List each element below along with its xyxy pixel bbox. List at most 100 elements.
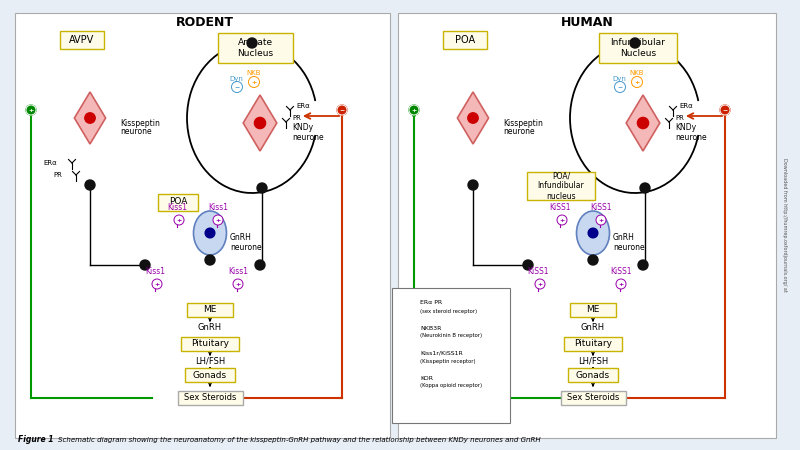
FancyBboxPatch shape: [218, 33, 293, 63]
Text: Pituitary: Pituitary: [574, 339, 612, 348]
Circle shape: [720, 105, 730, 115]
Text: Downloaded from http://humrep.oxfordjournals.org/ at: Downloaded from http://humrep.oxfordjour…: [782, 158, 786, 292]
Circle shape: [213, 215, 223, 225]
Text: neurone: neurone: [292, 132, 324, 141]
Circle shape: [337, 105, 347, 115]
Circle shape: [140, 260, 150, 270]
Circle shape: [409, 105, 419, 115]
Circle shape: [254, 117, 266, 129]
Text: Kiss1r/KiSS1R: Kiss1r/KiSS1R: [420, 351, 462, 356]
FancyBboxPatch shape: [10, 8, 780, 438]
FancyBboxPatch shape: [181, 337, 239, 351]
Text: +: +: [235, 282, 241, 287]
FancyBboxPatch shape: [392, 288, 510, 423]
Text: POA: POA: [455, 35, 475, 45]
Text: ERα: ERα: [296, 103, 310, 109]
Text: Kiss1: Kiss1: [228, 267, 248, 276]
Ellipse shape: [194, 211, 226, 255]
FancyBboxPatch shape: [599, 33, 677, 63]
FancyBboxPatch shape: [443, 31, 487, 49]
FancyBboxPatch shape: [564, 337, 622, 351]
Circle shape: [255, 260, 265, 270]
Circle shape: [152, 279, 162, 289]
Circle shape: [85, 113, 95, 123]
Text: KiSS1: KiSS1: [610, 267, 632, 276]
Text: AVPV: AVPV: [70, 35, 94, 45]
Circle shape: [85, 180, 95, 190]
Text: KiSS1: KiSS1: [550, 203, 570, 212]
Polygon shape: [74, 92, 106, 144]
Text: Sex Steroids: Sex Steroids: [184, 393, 236, 402]
Text: Infundibular
Nucleus: Infundibular Nucleus: [610, 38, 666, 58]
Circle shape: [174, 215, 184, 225]
FancyBboxPatch shape: [568, 368, 618, 382]
Circle shape: [231, 81, 242, 93]
Text: +: +: [559, 217, 565, 222]
Circle shape: [26, 105, 36, 115]
Text: PR: PR: [53, 172, 62, 178]
Text: +: +: [634, 80, 640, 85]
Circle shape: [596, 215, 606, 225]
Text: +: +: [28, 108, 34, 112]
Circle shape: [337, 105, 347, 115]
Text: Arcuate
Nucleus: Arcuate Nucleus: [237, 38, 273, 58]
Circle shape: [588, 255, 598, 265]
Text: +: +: [215, 217, 221, 222]
Text: −: −: [234, 85, 240, 90]
Text: (Koppa opioid receptor): (Koppa opioid receptor): [420, 383, 482, 388]
Text: Kiss1: Kiss1: [167, 203, 187, 212]
Text: Gonads: Gonads: [193, 370, 227, 379]
Text: PR: PR: [292, 115, 301, 121]
Circle shape: [535, 279, 545, 289]
Text: KiSS1: KiSS1: [527, 267, 549, 276]
Text: POA: POA: [169, 198, 187, 207]
Text: −: −: [339, 108, 345, 112]
FancyBboxPatch shape: [187, 303, 233, 317]
Circle shape: [720, 105, 730, 115]
Text: +: +: [598, 217, 604, 222]
Text: LH/FSH: LH/FSH: [578, 356, 608, 365]
FancyBboxPatch shape: [185, 368, 235, 382]
FancyBboxPatch shape: [15, 13, 390, 438]
Text: +: +: [251, 80, 257, 85]
Circle shape: [468, 113, 478, 123]
Text: Kisspeptin: Kisspeptin: [120, 118, 160, 127]
Text: Kisspeptin: Kisspeptin: [503, 118, 543, 127]
Text: PR: PR: [675, 115, 684, 121]
Circle shape: [233, 279, 243, 289]
Text: ME: ME: [586, 306, 600, 315]
FancyBboxPatch shape: [178, 391, 242, 405]
Text: ERα: ERα: [679, 103, 693, 109]
Text: ERα: ERα: [43, 160, 57, 166]
Text: KNDy: KNDy: [675, 123, 696, 132]
Polygon shape: [458, 92, 489, 144]
Text: Dyn: Dyn: [612, 76, 626, 82]
Text: ME: ME: [203, 306, 217, 315]
Circle shape: [638, 260, 648, 270]
Circle shape: [614, 81, 626, 93]
Text: (Neurokinin B receptor): (Neurokinin B receptor): [420, 333, 482, 338]
Circle shape: [249, 76, 259, 87]
Text: +: +: [154, 282, 160, 287]
Text: +: +: [411, 108, 417, 112]
Text: NKB: NKB: [246, 70, 262, 76]
Text: neurone: neurone: [120, 127, 152, 136]
FancyBboxPatch shape: [398, 13, 776, 438]
Text: Schematic diagram showing the neuroanatomy of the kisspeptin-GnRH pathway and th: Schematic diagram showing the neuroanato…: [58, 437, 541, 443]
FancyBboxPatch shape: [561, 391, 626, 405]
Text: Sex Steroids: Sex Steroids: [567, 393, 619, 402]
Text: RODENT: RODENT: [176, 17, 234, 30]
Circle shape: [630, 38, 640, 48]
Text: Kiss1: Kiss1: [208, 203, 228, 212]
Circle shape: [523, 260, 533, 270]
Circle shape: [247, 38, 257, 48]
Polygon shape: [243, 95, 277, 151]
Text: Gonads: Gonads: [576, 370, 610, 379]
Text: ERα PR: ERα PR: [420, 301, 442, 306]
Circle shape: [640, 183, 650, 193]
Text: Kiss1: Kiss1: [145, 267, 165, 276]
Circle shape: [26, 105, 36, 115]
Text: +: +: [538, 282, 542, 287]
FancyBboxPatch shape: [158, 194, 198, 211]
Text: KOR: KOR: [420, 375, 433, 381]
